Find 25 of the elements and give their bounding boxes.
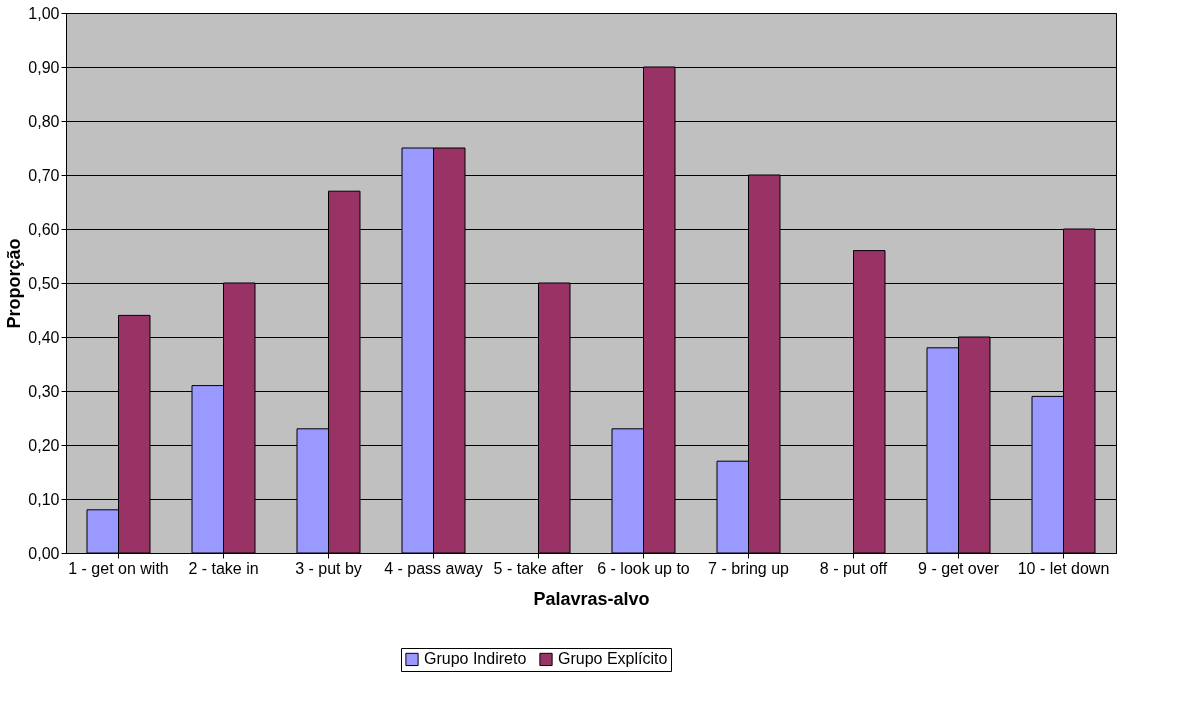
y-tick-label: 1,00 — [28, 4, 60, 22]
y-tick-label: 0,90 — [28, 58, 60, 76]
y-tick-label: 0,60 — [28, 220, 60, 238]
y-tick-label: 0,50 — [28, 274, 60, 292]
x-tick-label: 7 - bring up — [708, 559, 790, 577]
y-tick-label: 0,10 — [28, 490, 60, 508]
x-tick-label: 4 - pass away — [384, 559, 483, 577]
x-tick-label: 6 - look up to — [597, 559, 690, 577]
y-tick-label: 0,40 — [28, 328, 60, 346]
x-tick-label: 10 - let down — [1017, 559, 1110, 577]
x-tick-label: 2 - take in — [188, 559, 259, 577]
y-tick-label: 0,00 — [28, 544, 60, 562]
y-tick-label: 0,80 — [28, 112, 60, 130]
y-tick-label: 0,30 — [28, 382, 60, 400]
y-tick-label: 0,70 — [28, 166, 60, 184]
x-tick-label: 5 - take after — [493, 559, 585, 577]
x-tick-label: 9 - get over — [918, 559, 1000, 577]
y-tick-label: 0,20 — [28, 436, 60, 454]
legend-label: Grupo Indireto — [424, 650, 527, 668]
x-tick-label: 1 - get on with — [68, 559, 169, 577]
x-tick-label: 3 - put by — [295, 559, 362, 577]
x-axis-title: Palavras-alvo — [533, 588, 650, 609]
x-tick-label: 8 - put off — [819, 559, 888, 577]
y-axis-title: Proporção — [4, 238, 25, 329]
legend-label: Grupo Explícito — [558, 650, 668, 668]
